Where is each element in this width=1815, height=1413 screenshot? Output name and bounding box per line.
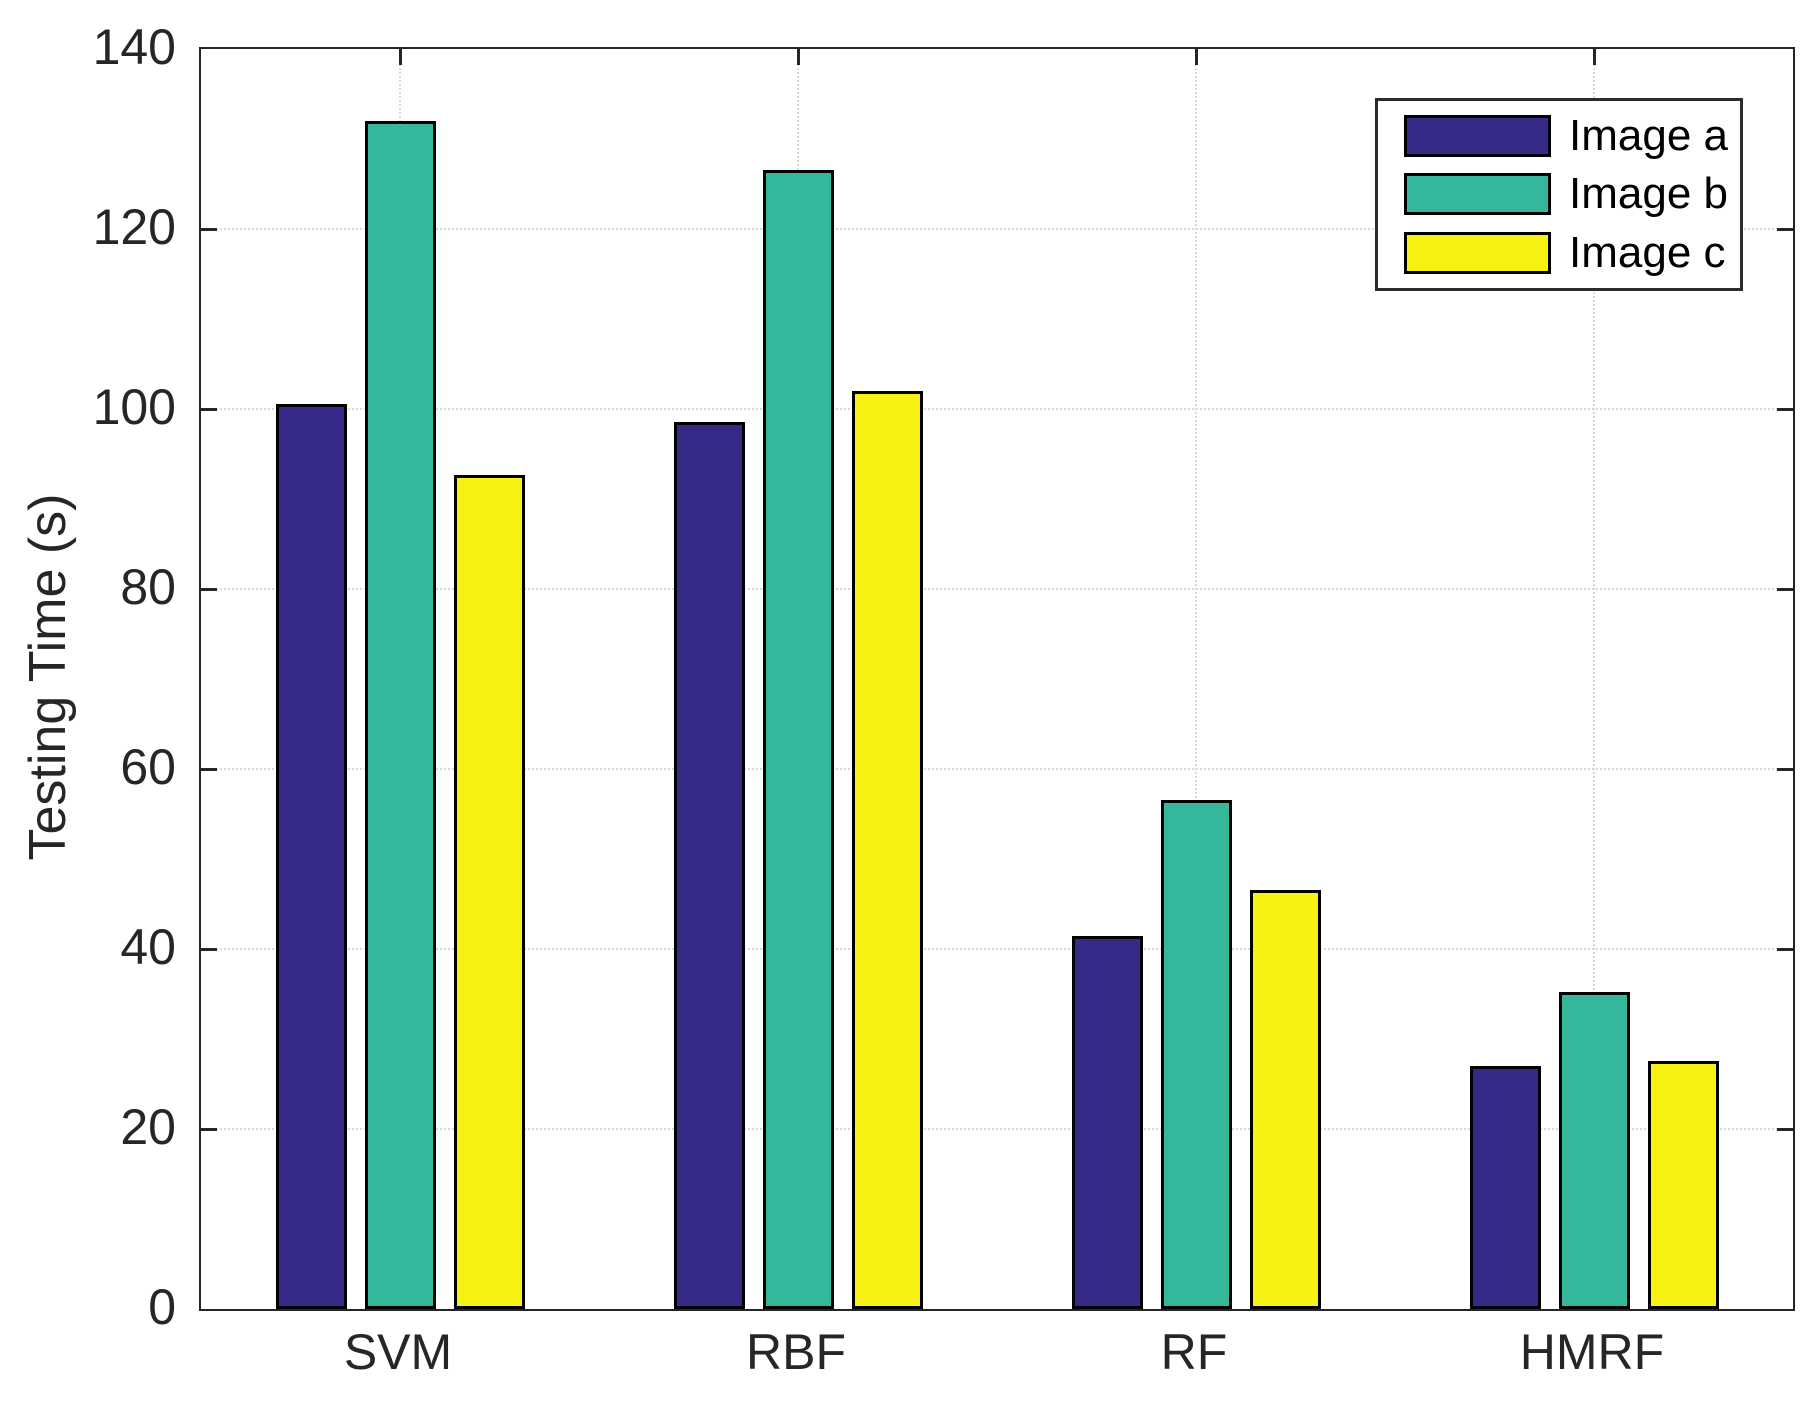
gridline-y-120 (201, 228, 1793, 230)
y-tick-label-0: 0 (148, 1279, 176, 1335)
legend-item-image-c: Image c (1378, 227, 1740, 277)
gridline-x-rf (1195, 49, 1197, 1309)
y-tick-right-100 (1777, 407, 1793, 411)
y-tick-right-60 (1777, 767, 1793, 771)
gridline-y-80 (201, 588, 1793, 590)
y-tick-label-80: 80 (120, 559, 176, 615)
x-tick-top-svm (398, 49, 402, 65)
y-tick-left-80 (201, 587, 217, 591)
gridline-x-hmrf (1593, 49, 1595, 1309)
bar-hmrf-image-b (1558, 992, 1630, 1309)
y-tick-label-20: 20 (120, 1099, 176, 1155)
legend-swatch-image-a (1404, 115, 1551, 158)
bar-rf-image-b (1160, 800, 1232, 1309)
y-tick-label-140: 140 (92, 19, 176, 75)
y-tick-left-100 (201, 407, 217, 411)
bar-hmrf-image-a (1469, 1066, 1541, 1309)
y-tick-right-20 (1777, 1127, 1793, 1131)
y-tick-label-120: 120 (92, 199, 176, 255)
legend-swatch-image-c (1404, 231, 1551, 274)
x-tick-label-svm: SVM (343, 1324, 453, 1380)
y-tick-right-120 (1777, 227, 1793, 231)
y-tick-left-60 (201, 767, 217, 771)
legend-item-image-a: Image a (1378, 114, 1740, 158)
x-tick-top-rf (1194, 49, 1198, 65)
y-axis-title: Testing Time (s) (19, 493, 77, 861)
y-tick-left-120 (201, 227, 217, 231)
legend-label-image-c: Image c (1569, 227, 1726, 277)
x-tick-label-rf: RF (1160, 1324, 1228, 1380)
bar-rbf-image-a (673, 422, 745, 1309)
bar-rbf-image-b (762, 170, 834, 1309)
bar-svm-image-b (364, 121, 436, 1309)
bar-rf-image-c (1249, 890, 1321, 1309)
y-tick-right-40 (1777, 947, 1793, 951)
bar-rbf-image-c (851, 391, 923, 1309)
gridline-y-20 (201, 1128, 1793, 1130)
x-tick-label-rbf: RBF (746, 1324, 846, 1380)
x-tick-top-rbf (796, 49, 800, 65)
legend-swatch-image-b (1404, 173, 1551, 216)
x-tick-label-hmrf: HMRF (1519, 1324, 1665, 1380)
y-tick-label-100: 100 (92, 379, 176, 435)
legend: Image a Image b Image c (1375, 98, 1743, 291)
y-tick-right-80 (1777, 587, 1793, 591)
y-tick-left-20 (201, 1127, 217, 1131)
bar-hmrf-image-c (1647, 1061, 1719, 1309)
gridline-y-40 (201, 948, 1793, 950)
legend-item-image-b: Image b (1378, 172, 1740, 216)
y-tick-left-40 (201, 947, 217, 951)
bar-svm-image-c (453, 475, 525, 1309)
legend-label-image-b: Image b (1569, 169, 1728, 219)
x-tick-top-hmrf (1592, 49, 1596, 65)
bar-svm-image-a (275, 404, 347, 1309)
gridline-y-100 (201, 408, 1793, 410)
legend-label-image-a: Image a (1569, 111, 1728, 161)
bar-rf-image-a (1071, 936, 1143, 1309)
y-tick-label-60: 60 (120, 739, 176, 795)
gridline-y-60 (201, 768, 1793, 770)
y-tick-label-40: 40 (120, 919, 176, 975)
